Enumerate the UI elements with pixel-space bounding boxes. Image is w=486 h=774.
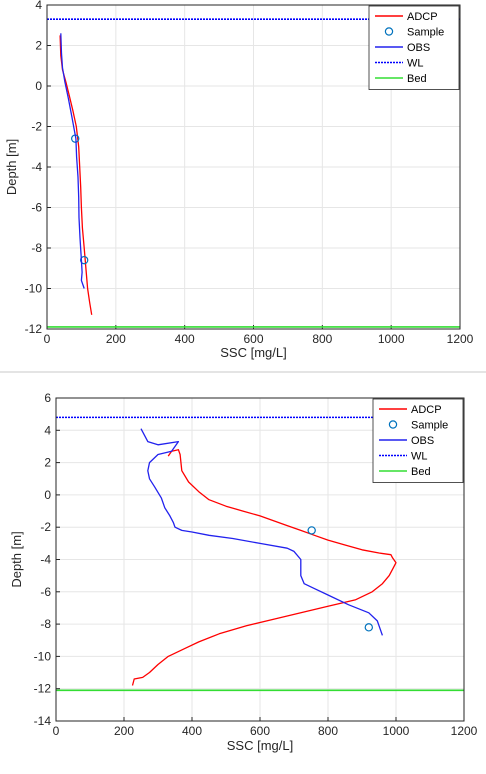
legend-label-bed: Bed [411,466,431,478]
x-tick-label: 1000 [383,724,410,738]
axes-box [46,4,461,330]
y-tick-label: 4 [44,423,51,437]
y-tick-label: 6 [44,391,51,405]
sample-point [79,255,89,265]
x-tick-label: 0 [44,332,51,346]
legend-label-adcp: ADCP [411,404,442,416]
x-tick-label: 400 [175,332,195,346]
x-tick-label: 200 [114,724,134,738]
x-tick-label: 600 [250,724,270,738]
legend-label-sample: Sample [411,420,448,432]
sample-point [364,623,373,632]
x-tick-label: 800 [312,332,332,346]
y-tick-label: -10 [34,649,52,663]
x-tick-label: 800 [318,724,338,738]
series-line-obs [140,428,384,636]
x-tick-label: 600 [243,332,263,346]
y-tick-label: 0 [44,488,51,502]
x-axis-label: SSC [mg/L] [227,738,293,753]
x-tick-label: 1000 [378,332,405,346]
axes-box [55,397,465,722]
series-line-obs [60,33,85,289]
y-tick-label: -8 [40,617,51,631]
y-tick-label: -2 [40,520,51,534]
y-tick-label: -12 [34,682,52,696]
series-line-adcp [131,449,397,686]
y-tick-label: 0 [35,79,42,93]
y-tick-label: -2 [31,120,42,134]
legend-label-sample: Sample [407,27,444,39]
y-axis-label: Depth [m] [4,139,19,195]
chart-panel-bottom: 0 200 400 600 800 1000 1200 6 4 2 0 -2 -4 -6 -8 -10 -12 -… [9,391,478,753]
legend-label-wl: WL [411,451,428,463]
series-group [47,18,460,328]
legend: ADCP Sample OBS WL Bed [368,5,460,90]
x-tick-label: 1200 [451,724,478,738]
legend-symbol-sample [384,27,394,36]
legend-label-adcp: ADCP [407,11,438,23]
y-axis-label: Depth [m] [9,531,24,587]
legend-label-obs: OBS [407,42,430,54]
y-tick-label: 2 [44,456,51,470]
y-tick-label: -14 [34,714,52,728]
x-tick-label: 400 [182,724,202,738]
y-tick-label: -10 [25,282,43,296]
x-tick-label: 0 [53,724,60,738]
legend-label-bed: Bed [407,73,427,85]
legend-box [372,398,464,483]
x-tick-label: 1200 [447,332,474,346]
y-tick-label: -6 [40,585,51,599]
y-tick-label: 4 [35,0,42,12]
x-axis-label: SSC [mg/L] [220,345,286,360]
legend-label-obs: OBS [411,435,434,447]
y-tick-label: -12 [25,322,43,336]
legend-symbol-sample [388,420,398,429]
x-tick-label: 200 [106,332,126,346]
sample-point [307,526,316,535]
y-tick-label: -4 [40,553,51,567]
legend-label-wl: WL [407,58,424,70]
y-tick-label: 2 [35,39,42,53]
chart-panel-top: 0 200 400 600 800 1000 1200 4 2 0 -2 -4 -6 -8 -10 -12 SS… [4,0,474,360]
y-tick-label: -4 [31,160,42,174]
y-tick-label: -8 [31,241,42,255]
legend: ADCP Sample OBS WL Bed [372,398,464,483]
y-tick-label: -6 [31,201,42,215]
